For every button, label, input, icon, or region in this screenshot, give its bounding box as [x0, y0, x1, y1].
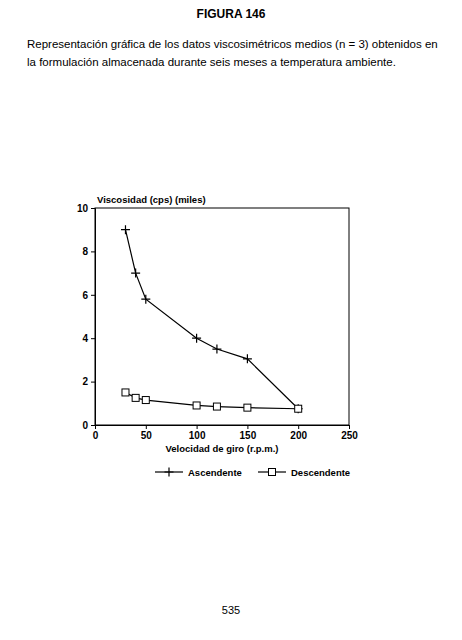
- y-tick-mark: [91, 382, 95, 383]
- plot-frame: [95, 208, 349, 425]
- y-tick-label: 4: [82, 333, 88, 344]
- y-axis: 0 2 4 6 8 10: [77, 203, 96, 431]
- x-tick-label: 0: [93, 430, 99, 441]
- x-tick: 200: [290, 425, 307, 441]
- data-point: [132, 394, 139, 401]
- x-tick-label: 100: [189, 430, 206, 441]
- data-point: [193, 402, 200, 409]
- legend: Ascendente Descendente: [155, 467, 350, 478]
- y-tick: 0: [82, 420, 95, 431]
- x-axis: 0 50 100 150 200 250: [93, 425, 359, 441]
- caption-line: Representación gráfica de los datos visc…: [27, 38, 438, 50]
- heading: FIGURA 146: [197, 7, 266, 21]
- y-tick-mark: [91, 295, 95, 296]
- x-tick: 0: [93, 425, 99, 441]
- y-tick-mark: [91, 208, 95, 209]
- data-point: [212, 345, 221, 354]
- y-tick-label: 0: [82, 420, 88, 431]
- legend-label: Ascendente: [188, 467, 242, 478]
- data-point: [142, 397, 149, 404]
- data-point: [122, 389, 129, 396]
- data-point: [295, 405, 302, 412]
- x-tick: 100: [189, 425, 206, 441]
- data-point: [131, 269, 140, 278]
- series-line: [125, 392, 298, 408]
- data-point: [243, 354, 252, 363]
- y-axis-title: Viscosidad (cps) (miles): [97, 194, 206, 205]
- series-line: [125, 230, 298, 409]
- x-tick-mark: [298, 425, 299, 429]
- data-point: [121, 225, 130, 234]
- y-tick: 8: [82, 246, 95, 257]
- y-tick-label: 6: [82, 290, 88, 301]
- data-point: [141, 295, 150, 304]
- x-tick-label: 200: [290, 430, 307, 441]
- legend-item: Descendente: [258, 467, 350, 478]
- legend-marker: [269, 469, 276, 476]
- x-tick-label: 250: [341, 430, 358, 441]
- data-point: [213, 403, 220, 410]
- x-tick: 50: [141, 425, 153, 441]
- x-tick-mark: [247, 425, 248, 429]
- y-tick-mark: [91, 338, 95, 339]
- page-number: 535: [222, 604, 240, 616]
- y-tick-mark: [91, 251, 95, 252]
- legend-label: Descendente: [291, 467, 350, 478]
- y-tick: 2: [82, 376, 95, 387]
- data-point: [244, 404, 251, 411]
- data-point: [192, 334, 201, 343]
- y-axis-line: [91, 209, 96, 426]
- x-axis-title: Velocidad de giro (r.p.m.): [166, 443, 279, 454]
- x-tick-mark: [146, 425, 147, 429]
- legend-marker: [165, 468, 174, 477]
- y-tick: 6: [82, 290, 95, 301]
- x-tick-mark: [349, 425, 350, 429]
- legend-item: Ascendente: [155, 467, 242, 478]
- plot-area: [121, 225, 303, 413]
- data-point: [294, 404, 303, 413]
- y-tick-mark: [91, 425, 95, 426]
- caption-line: la formulación almacenada durante seis m…: [27, 56, 396, 68]
- x-tick-label: 150: [240, 430, 257, 441]
- x-tick: 250: [341, 425, 358, 441]
- page: FIGURA 146 Representación gráfica de los …: [0, 0, 462, 640]
- y-tick-label: 10: [77, 203, 89, 214]
- x-tick-label: 50: [141, 430, 153, 441]
- y-tick: 4: [82, 333, 95, 344]
- x-tick: 150: [240, 425, 257, 441]
- x-tick-mark: [197, 425, 198, 429]
- y-tick: 10: [77, 203, 95, 214]
- x-axis-line: [96, 426, 350, 430]
- y-tick-label: 8: [82, 246, 88, 257]
- y-tick-label: 2: [82, 376, 88, 387]
